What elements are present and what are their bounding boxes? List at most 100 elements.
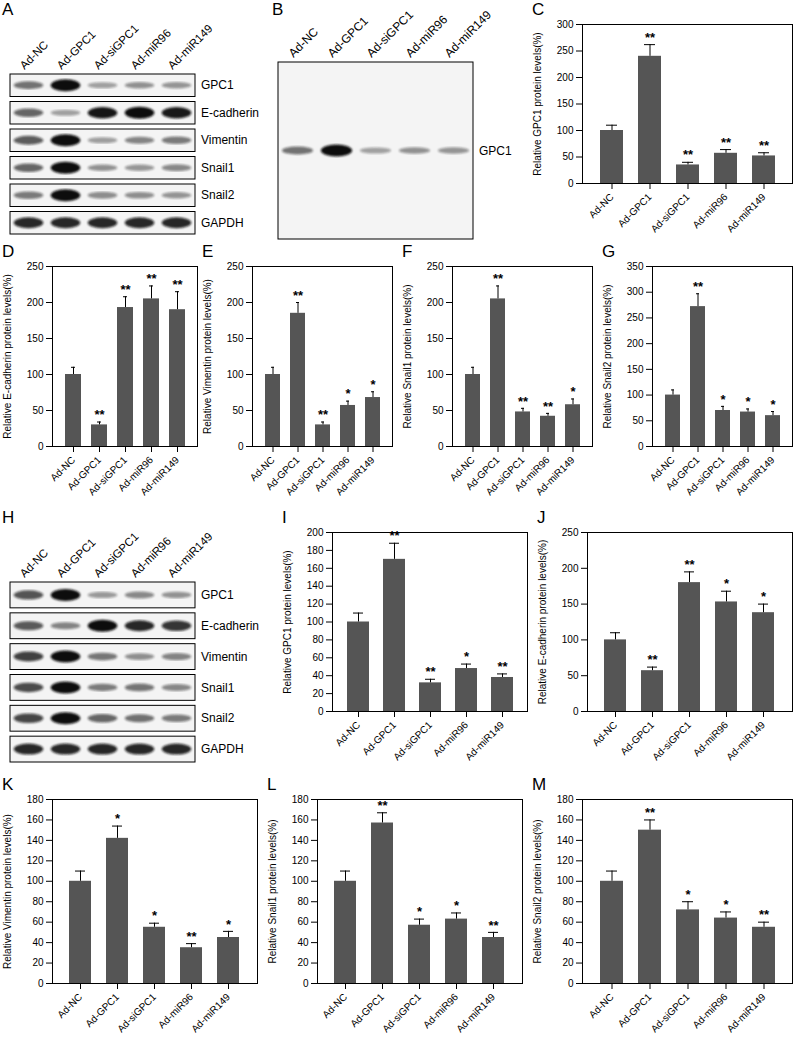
- svg-text:**: **: [645, 805, 656, 820]
- svg-text:80: 80: [312, 634, 324, 645]
- svg-text:150: 150: [427, 333, 444, 344]
- svg-text:300: 300: [627, 286, 644, 297]
- svg-text:Ad-miR149: Ad-miR149: [442, 8, 495, 61]
- svg-text:100: 100: [557, 125, 574, 136]
- svg-text:0: 0: [568, 978, 574, 989]
- svg-text:**: **: [318, 407, 329, 422]
- svg-text:GPC1: GPC1: [479, 144, 512, 158]
- svg-text:50: 50: [32, 405, 44, 416]
- svg-text:Ad-NC: Ad-NC: [333, 719, 362, 748]
- svg-text:Relative Snail2 protein levels: Relative Snail2 protein levels(%): [602, 285, 613, 429]
- svg-text:40: 40: [297, 937, 309, 948]
- svg-text:140: 140: [557, 835, 574, 846]
- svg-text:Ad-miR96: Ad-miR96: [421, 991, 461, 1031]
- svg-text:200: 200: [562, 563, 579, 574]
- svg-text:200: 200: [227, 297, 244, 308]
- svg-text:120: 120: [27, 855, 44, 866]
- svg-text:**: **: [389, 528, 400, 543]
- svg-text:Vimentin: Vimentin: [201, 133, 247, 147]
- svg-text:100: 100: [557, 875, 574, 886]
- svg-text:Ad-miR149: Ad-miR149: [534, 454, 577, 497]
- svg-text:Ad-NC: Ad-NC: [17, 547, 50, 580]
- svg-text:GAPDH: GAPDH: [201, 216, 244, 230]
- svg-text:GAPDH: GAPDH: [201, 742, 244, 756]
- svg-text:60: 60: [297, 916, 309, 927]
- svg-text:Relative Snail1 protein levels: Relative Snail1 protein levels(%): [267, 820, 278, 964]
- svg-text:*: *: [745, 394, 751, 409]
- svg-text:80: 80: [562, 896, 574, 907]
- svg-text:Snail1: Snail1: [201, 161, 235, 175]
- svg-text:100: 100: [562, 634, 579, 645]
- svg-text:250: 250: [227, 261, 244, 272]
- svg-text:GPC1: GPC1: [201, 588, 234, 602]
- svg-text:*: *: [770, 397, 776, 412]
- svg-text:Relative Vimentin protein leve: Relative Vimentin protein levels(%): [2, 814, 13, 969]
- svg-text:Ad-siGPC1: Ad-siGPC1: [649, 191, 692, 234]
- svg-text:200: 200: [307, 527, 324, 538]
- svg-text:0: 0: [573, 706, 579, 717]
- svg-text:250: 250: [562, 527, 579, 538]
- svg-text:**: **: [497, 659, 508, 674]
- svg-text:120: 120: [292, 855, 309, 866]
- svg-text:Ad-GPC1: Ad-GPC1: [348, 991, 386, 1029]
- svg-text:Ad-miR149: Ad-miR149: [725, 991, 768, 1034]
- svg-text:Ad-NC: Ad-NC: [590, 719, 619, 748]
- svg-text:180: 180: [292, 794, 309, 805]
- svg-text:20: 20: [562, 957, 574, 968]
- svg-text:GPC1: GPC1: [201, 78, 234, 92]
- svg-text:Vimentin: Vimentin: [201, 650, 247, 664]
- svg-text:Relative Snail1 protein levels: Relative Snail1 protein levels(%): [402, 285, 413, 429]
- svg-text:150: 150: [557, 98, 574, 109]
- svg-text:250: 250: [627, 312, 644, 323]
- svg-text:100: 100: [227, 369, 244, 380]
- svg-text:50: 50: [632, 415, 644, 426]
- svg-text:**: **: [488, 918, 499, 933]
- svg-text:60: 60: [562, 916, 574, 927]
- svg-text:Relative GPC1 protein levels(%: Relative GPC1 protein levels(%): [532, 32, 543, 175]
- svg-text:250: 250: [557, 45, 574, 56]
- svg-text:200: 200: [27, 297, 44, 308]
- svg-text:*: *: [570, 384, 576, 399]
- svg-text:Relative E-cadherin protein le: Relative E-cadherin protein levels(%): [2, 274, 13, 439]
- svg-text:Relative GPC1 protein levels(%: Relative GPC1 protein levels(%): [282, 550, 293, 693]
- svg-text:120: 120: [557, 855, 574, 866]
- svg-text:100: 100: [307, 616, 324, 627]
- svg-text:80: 80: [297, 896, 309, 907]
- svg-text:**: **: [645, 30, 656, 45]
- svg-text:0: 0: [568, 178, 574, 189]
- svg-text:Ad-miR149: Ad-miR149: [724, 719, 767, 762]
- svg-text:Relative Snail2 protein levels: Relative Snail2 protein levels(%): [532, 820, 543, 964]
- svg-text:**: **: [146, 271, 157, 286]
- svg-text:Snail2: Snail2: [201, 711, 235, 725]
- svg-text:0: 0: [38, 978, 44, 989]
- svg-text:*: *: [454, 898, 460, 913]
- svg-text:*: *: [226, 917, 232, 932]
- svg-text:**: **: [172, 277, 183, 292]
- svg-text:Ad-miR149: Ad-miR149: [463, 719, 506, 762]
- svg-text:120: 120: [307, 598, 324, 609]
- svg-text:80: 80: [32, 896, 44, 907]
- svg-text:Ad-NC: Ad-NC: [55, 991, 84, 1020]
- svg-text:**: **: [493, 271, 504, 286]
- svg-text:150: 150: [562, 598, 579, 609]
- svg-text:**: **: [94, 407, 105, 422]
- svg-text:**: **: [647, 652, 658, 667]
- svg-text:Ad-GPC1: Ad-GPC1: [54, 536, 97, 579]
- svg-text:**: **: [721, 135, 732, 150]
- svg-text:**: **: [759, 907, 770, 922]
- svg-text:**: **: [693, 279, 704, 294]
- svg-text:**: **: [683, 147, 694, 162]
- svg-text:*: *: [370, 377, 376, 392]
- svg-text:100: 100: [627, 389, 644, 400]
- svg-text:50: 50: [562, 151, 574, 162]
- svg-text:*: *: [720, 392, 726, 407]
- svg-text:*: *: [464, 649, 470, 664]
- svg-text:Snail2: Snail2: [201, 188, 235, 202]
- svg-text:40: 40: [562, 937, 574, 948]
- svg-text:180: 180: [307, 545, 324, 556]
- svg-text:140: 140: [292, 835, 309, 846]
- svg-text:100: 100: [27, 369, 44, 380]
- svg-text:Ad-miR149: Ad-miR149: [138, 454, 181, 497]
- svg-text:200: 200: [427, 297, 444, 308]
- svg-text:Ad-siGPC1: Ad-siGPC1: [650, 719, 693, 762]
